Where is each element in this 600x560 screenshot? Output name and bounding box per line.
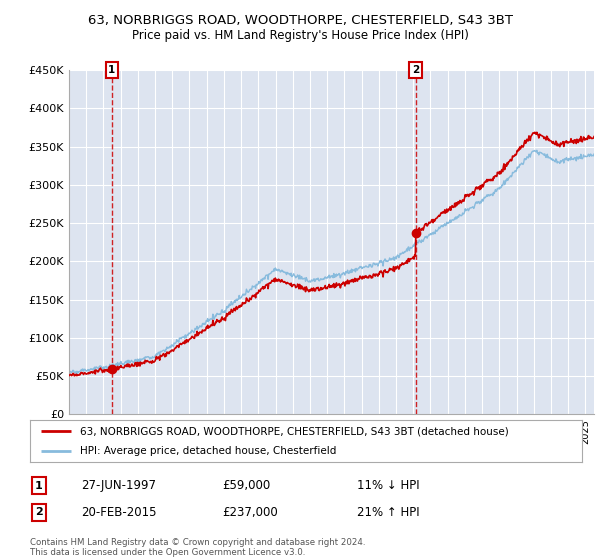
- Text: 21% ↑ HPI: 21% ↑ HPI: [357, 506, 419, 519]
- Text: 63, NORBRIGGS ROAD, WOODTHORPE, CHESTERFIELD, S43 3BT: 63, NORBRIGGS ROAD, WOODTHORPE, CHESTERF…: [88, 14, 512, 27]
- Text: 2: 2: [35, 507, 43, 517]
- Text: Price paid vs. HM Land Registry's House Price Index (HPI): Price paid vs. HM Land Registry's House …: [131, 29, 469, 42]
- Text: 1: 1: [108, 65, 115, 75]
- Text: HPI: Average price, detached house, Chesterfield: HPI: Average price, detached house, Ches…: [80, 446, 336, 456]
- Text: 11% ↓ HPI: 11% ↓ HPI: [357, 479, 419, 492]
- Text: 2: 2: [412, 65, 419, 75]
- Text: 63, NORBRIGGS ROAD, WOODTHORPE, CHESTERFIELD, S43 3BT (detached house): 63, NORBRIGGS ROAD, WOODTHORPE, CHESTERF…: [80, 426, 508, 436]
- Text: £59,000: £59,000: [222, 479, 270, 492]
- Text: 1: 1: [35, 480, 43, 491]
- Text: £237,000: £237,000: [222, 506, 278, 519]
- Text: 20-FEB-2015: 20-FEB-2015: [81, 506, 157, 519]
- Text: 27-JUN-1997: 27-JUN-1997: [81, 479, 156, 492]
- Text: Contains HM Land Registry data © Crown copyright and database right 2024.
This d: Contains HM Land Registry data © Crown c…: [30, 538, 365, 557]
